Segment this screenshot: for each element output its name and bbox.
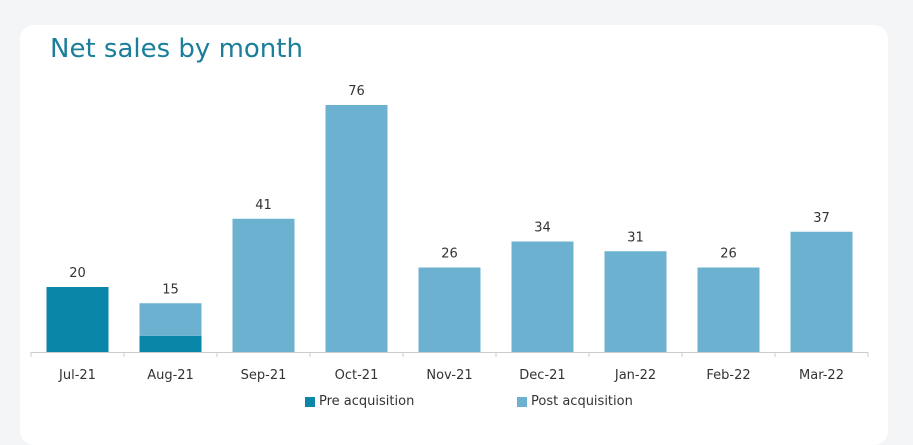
data-label: 15 bbox=[162, 282, 179, 297]
x-tick-label: Mar-22 bbox=[799, 368, 844, 383]
bar-pre bbox=[46, 287, 109, 352]
bar-post bbox=[790, 231, 853, 352]
data-label: 20 bbox=[69, 266, 86, 281]
legend-label: Post acquisition bbox=[531, 394, 633, 409]
bar-pre bbox=[139, 335, 202, 352]
x-tick-label: Jan-22 bbox=[614, 368, 656, 383]
data-label: 31 bbox=[627, 230, 644, 245]
data-label: 26 bbox=[720, 247, 737, 262]
data-label: 34 bbox=[534, 221, 551, 236]
legend-item-post: Post acquisition bbox=[517, 394, 633, 409]
bar-chart: 20 Jul-21 15 Aug-21 41 Sep-21 76 Oct-21 26 Nov-21… bbox=[30, 84, 869, 383]
legend-item-pre: Pre acquisition bbox=[305, 394, 414, 409]
x-tick-label: Aug-21 bbox=[147, 368, 194, 383]
data-label: 41 bbox=[255, 198, 272, 213]
bar-post bbox=[697, 267, 760, 352]
x-tick-label: Feb-22 bbox=[706, 368, 750, 383]
data-label: 37 bbox=[813, 211, 830, 226]
bar-post bbox=[604, 251, 667, 352]
bar-post bbox=[325, 105, 388, 352]
x-tick-label: Sep-21 bbox=[241, 368, 287, 383]
legend-swatch bbox=[305, 396, 315, 407]
x-tick-label: Nov-21 bbox=[426, 368, 472, 383]
bar-post bbox=[232, 218, 295, 352]
chart-card bbox=[20, 25, 888, 445]
chart-title: Net sales by month bbox=[50, 34, 303, 64]
x-tick-label: Dec-21 bbox=[519, 368, 565, 383]
bar-post bbox=[139, 303, 202, 336]
bar-post bbox=[418, 267, 481, 352]
x-tick-label: Jul-21 bbox=[58, 368, 96, 383]
x-tick-label: Oct-21 bbox=[335, 368, 379, 383]
legend-swatch bbox=[517, 396, 527, 407]
data-label: 26 bbox=[441, 247, 458, 262]
bar-post bbox=[511, 241, 574, 352]
legend-label: Pre acquisition bbox=[319, 394, 415, 409]
data-label: 76 bbox=[348, 84, 365, 99]
